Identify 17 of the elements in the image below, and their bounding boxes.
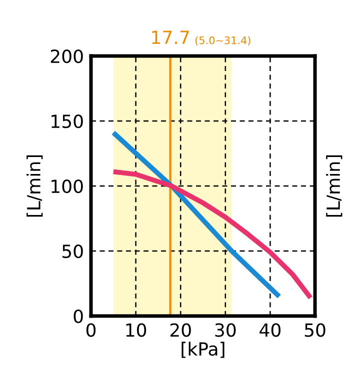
x-tick-label: 30: [215, 323, 236, 337]
y-tick-label: 50: [62, 244, 83, 258]
y-tick-label: 0: [74, 309, 83, 324]
x-tick-label: 20: [170, 323, 191, 337]
y-tick-label: 200: [50, 49, 83, 64]
ref-line-label: 17.7: [152, 30, 189, 44]
x-tick-label: 40: [260, 323, 280, 337]
y-tick-label: 150: [52, 114, 83, 128]
x-tick-label: 10: [126, 323, 146, 337]
y-tick-label: 100: [52, 179, 83, 194]
x-tick-label: 50: [304, 323, 326, 337]
y2-axis-title: [L/min]: [326, 155, 342, 217]
x-axis-title: [kPa]: [182, 342, 224, 358]
x-tick-label: 0: [86, 323, 96, 337]
y-axis-title: [L/min]: [26, 155, 43, 217]
line-series: [110, 130, 282, 299]
band-label: (5.0~31.4): [195, 36, 250, 46]
